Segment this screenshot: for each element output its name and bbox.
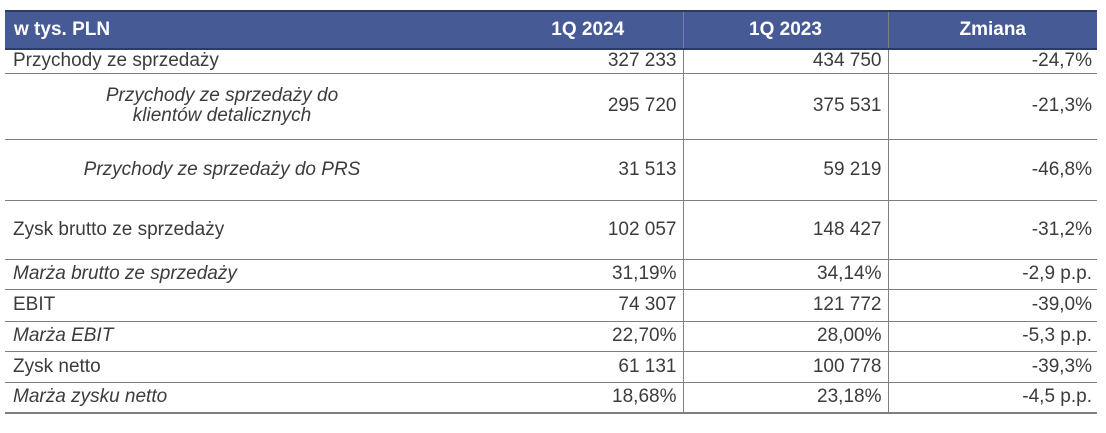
value-1q-2023-cell: 28,00% xyxy=(682,321,888,352)
row-label-cell: Marża zysku netto xyxy=(5,382,493,414)
value-1q-2024-cell: 18,68% xyxy=(493,382,683,414)
row-label: Marża zysku netto xyxy=(13,386,168,408)
row-label-cell: Zysk brutto ze sprzedaży xyxy=(5,200,493,260)
value-1q-2023-cell: 434 750 xyxy=(682,49,888,74)
header-cell-unit: w tys. PLN xyxy=(5,10,493,50)
table-row: Marża EBIT 22,70% 28,00% -5,3 p.p. xyxy=(5,321,1097,352)
value-1q-2024-cell: 31,19% xyxy=(493,259,683,290)
header-cell-change: Zmiana xyxy=(887,10,1097,50)
change-value-cell: -2,9 p.p. xyxy=(887,259,1097,290)
table-header: w tys. PLN 1Q 2024 1Q 2023 Zmiana xyxy=(5,10,1097,50)
row-label-cell: Marża EBIT xyxy=(5,321,493,352)
value-1q-2024-cell: 74 307 xyxy=(493,289,683,322)
value-1q-2023-cell: 121 772 xyxy=(682,289,888,322)
value-1q-2024-cell: 295 720 xyxy=(493,73,683,140)
row-label: Zysk netto xyxy=(13,355,101,377)
table-row: Przychody ze sprzedaży do PRS 31 513 59 … xyxy=(5,139,1097,201)
row-label: Przychody ze sprzedaży do klientów detal… xyxy=(105,84,339,126)
table-header-row: w tys. PLN 1Q 2024 1Q 2023 Zmiana xyxy=(5,10,1097,50)
value-1q-2024-cell: 22,70% xyxy=(493,321,683,352)
table-row: Zysk netto 61 131 100 778 -39,3% xyxy=(5,351,1097,383)
value-1q-2023-cell: 375 531 xyxy=(682,73,888,140)
change-value-cell: -31,2% xyxy=(887,200,1097,260)
value-1q-2024-cell: 31 513 xyxy=(493,139,683,201)
quarterly-results-table: w tys. PLN 1Q 2024 1Q 2023 Zmiana Przych… xyxy=(5,10,1097,414)
table-row: Zysk brutto ze sprzedaży 102 057 148 427… xyxy=(5,200,1097,260)
row-label: Przychody ze sprzedaży do PRS xyxy=(83,158,361,180)
row-label: EBIT xyxy=(13,294,56,315)
row-label-cell: Przychody ze sprzedaży xyxy=(5,49,493,74)
change-value-cell: -4,5 p.p. xyxy=(887,382,1097,414)
row-label-cell: Przychody ze sprzedaży do PRS xyxy=(5,139,493,201)
change-value-cell: -5,3 p.p. xyxy=(887,321,1097,352)
table-row: EBIT 74 307 121 772 -39,0% xyxy=(5,289,1097,322)
row-label-cell: Marża brutto ze sprzedaży xyxy=(5,259,493,290)
row-label-cell: Przychody ze sprzedaży do klientów detal… xyxy=(5,73,493,140)
value-1q-2023-cell: 23,18% xyxy=(682,382,888,414)
change-value-cell: -39,3% xyxy=(887,351,1097,383)
header-cell-1q-2024: 1Q 2024 xyxy=(493,10,683,50)
change-value-cell: -46,8% xyxy=(887,139,1097,201)
change-value-cell: -39,0% xyxy=(887,289,1097,322)
row-label: Zysk brutto ze sprzedaży xyxy=(13,218,225,240)
value-1q-2024-cell: 102 057 xyxy=(493,200,683,260)
value-1q-2023-cell: 59 219 xyxy=(682,139,888,201)
table-row: Marża zysku netto 18,68% 23,18% -4,5 p.p… xyxy=(5,382,1097,414)
results-table-body: Przychody ze sprzedaży 327 233 434 750 -… xyxy=(5,49,1097,414)
change-value-cell: -24,7% xyxy=(887,49,1097,74)
value-1q-2024-cell: 327 233 xyxy=(493,49,683,74)
value-1q-2023-cell: 100 778 xyxy=(682,351,888,383)
table-row: Przychody ze sprzedaży do klientów detal… xyxy=(5,73,1097,140)
financial-results-page: w tys. PLN 1Q 2024 1Q 2023 Zmiana Przych… xyxy=(5,10,1098,414)
table-row: Przychody ze sprzedaży 327 233 434 750 -… xyxy=(5,49,1097,74)
row-label-cell: Zysk netto xyxy=(5,351,493,383)
row-label: Marża EBIT xyxy=(13,325,114,346)
row-label: Marża brutto ze sprzedaży xyxy=(13,263,237,284)
header-cell-1q-2023: 1Q 2023 xyxy=(682,10,888,50)
table-row: Marża brutto ze sprzedaży 31,19% 34,14% … xyxy=(5,259,1097,290)
row-label: Przychody ze sprzedaży xyxy=(13,50,219,72)
value-1q-2024-cell: 61 131 xyxy=(493,351,683,383)
value-1q-2023-cell: 34,14% xyxy=(682,259,888,290)
value-1q-2023-cell: 148 427 xyxy=(682,200,888,260)
row-label-cell: EBIT xyxy=(5,289,493,322)
change-value-cell: -21,3% xyxy=(887,73,1097,140)
